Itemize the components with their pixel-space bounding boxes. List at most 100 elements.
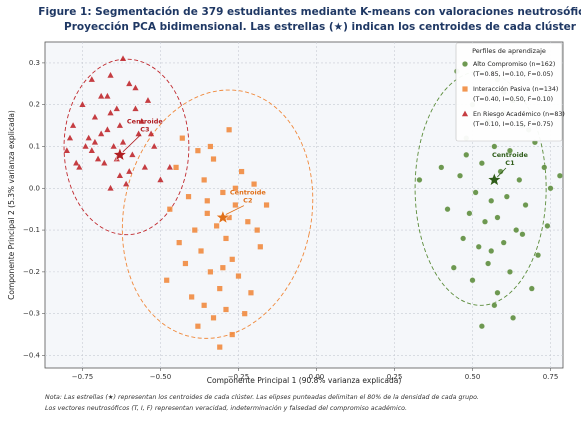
legend-marker <box>461 110 469 117</box>
point <box>223 306 229 313</box>
chart-title: Figure 1: Segmentación de 379 estudiante… <box>38 6 581 18</box>
point <box>116 122 123 128</box>
point <box>201 177 207 183</box>
point <box>110 143 117 149</box>
point <box>238 168 245 175</box>
legend-detail: (T=0.10, I=0.15, F=0.75) <box>473 121 553 128</box>
point <box>547 185 554 192</box>
point <box>494 289 501 296</box>
point <box>173 164 179 170</box>
point <box>138 118 145 124</box>
point <box>104 126 111 133</box>
centroid-arrow <box>225 205 245 215</box>
centroid-label: Centroide <box>492 151 528 159</box>
point <box>88 147 95 153</box>
point <box>503 193 510 200</box>
centroid-label: Centroide <box>127 118 163 126</box>
point <box>113 105 120 112</box>
point <box>73 159 80 166</box>
point <box>210 156 217 162</box>
point <box>157 176 164 183</box>
point <box>123 180 130 187</box>
point <box>254 227 260 233</box>
point <box>164 277 170 283</box>
legend-label: Alto Compromiso (n=162) <box>473 61 555 68</box>
legend-marker <box>462 86 468 92</box>
point <box>485 260 492 267</box>
legend-detail: (T=0.85, I=0.10, F=0.05) <box>473 71 553 78</box>
legend-label: En Riesgo Académico (n=83) <box>473 110 565 118</box>
point <box>119 55 127 62</box>
centroid-arrow <box>122 134 142 153</box>
centroid-star <box>487 172 502 187</box>
point <box>497 168 504 175</box>
y-axis-label: Componente Principal 2 (5.3% varianza ex… <box>7 110 16 300</box>
point <box>482 218 488 225</box>
y-tick-label: 0.1 <box>29 142 40 150</box>
point <box>556 172 563 179</box>
point <box>76 163 83 170</box>
point <box>223 235 229 242</box>
point <box>229 256 235 262</box>
point <box>126 168 133 174</box>
point <box>192 227 198 233</box>
point <box>201 302 207 308</box>
point <box>88 76 95 82</box>
point <box>220 189 226 196</box>
point <box>207 269 213 275</box>
point <box>535 252 541 259</box>
point <box>478 323 485 330</box>
point <box>232 202 238 208</box>
x-tick-label: −0.50 <box>150 373 171 381</box>
point <box>91 138 99 145</box>
point <box>491 143 498 150</box>
x-tick-label: −0.25 <box>228 373 249 381</box>
point <box>220 265 226 271</box>
point <box>166 163 173 170</box>
point <box>232 185 238 191</box>
point <box>69 122 77 128</box>
centroid-arrow <box>497 167 507 178</box>
point <box>226 214 232 221</box>
point <box>522 202 529 208</box>
point <box>507 147 513 154</box>
legend-box <box>455 42 563 142</box>
point <box>141 163 148 170</box>
point <box>182 260 189 267</box>
x-tick-label: −0.75 <box>72 373 93 381</box>
point <box>570 165 576 171</box>
point <box>472 189 479 196</box>
centroid-tag: C2 <box>243 197 252 205</box>
x-tick-label: 0.75 <box>543 373 559 381</box>
point <box>251 181 257 187</box>
point <box>126 80 133 87</box>
point <box>475 243 482 250</box>
point <box>129 151 136 158</box>
point <box>469 277 476 284</box>
y-tick-label: −0.1 <box>23 226 40 234</box>
point <box>185 194 192 200</box>
point <box>257 244 263 250</box>
point <box>204 210 210 216</box>
point <box>217 344 223 350</box>
point <box>214 223 220 229</box>
point <box>204 198 210 204</box>
point <box>519 231 526 238</box>
legend-marker <box>462 61 468 67</box>
point <box>91 113 99 120</box>
point <box>167 206 173 212</box>
point <box>195 323 201 329</box>
point <box>488 248 495 254</box>
point <box>66 134 74 141</box>
point <box>541 164 548 171</box>
point <box>217 285 223 292</box>
point <box>245 219 251 225</box>
centroid-label: Centroide <box>230 189 266 197</box>
centroid-tag: C3 <box>140 126 149 134</box>
y-tick-label: −0.4 <box>23 351 41 359</box>
chart-subtitle: Proyección PCA bidimensional. Las estrel… <box>64 21 577 33</box>
point <box>116 172 123 179</box>
legend-detail: (T=0.40, I=0.50, F=0.10) <box>473 96 553 103</box>
